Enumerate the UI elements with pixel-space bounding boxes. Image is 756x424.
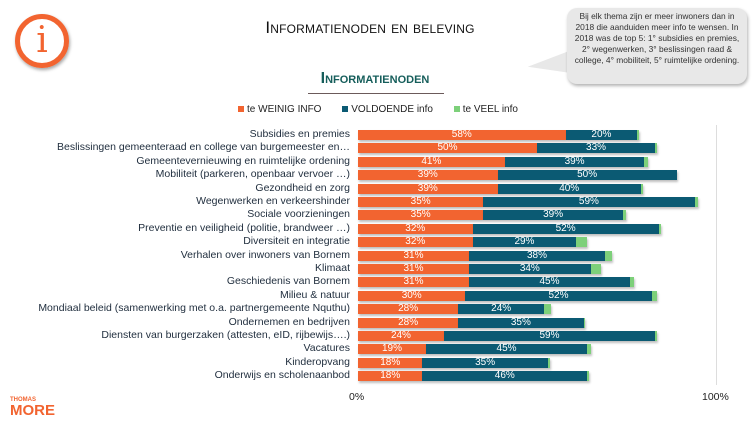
legend-label: te WEINIG INFO: [247, 104, 322, 115]
bar-segment-voldoende: 34%: [468, 264, 591, 274]
bar-segment-weinig: 41%: [358, 156, 505, 167]
bar-segment-voldoende: 29%: [472, 237, 577, 248]
category-label: Verhalen over inwoners van Bornem: [180, 248, 350, 261]
bar-segment-veel: [544, 304, 552, 315]
category-label: Gezondheid en zorg: [255, 181, 350, 194]
bar-segment-veel: [622, 210, 627, 221]
category-label: Vacatures: [303, 342, 351, 355]
category-label: Sociale voorzieningen: [247, 208, 350, 221]
bar-segment-weinig: 32%: [358, 237, 473, 248]
bar-segment-voldoende: 24%: [458, 304, 545, 315]
legend-item-voldoende: VOLDOENDE info: [342, 104, 433, 115]
bar-segment-veel: [590, 264, 602, 274]
category-label: Diensten van burgerzaken (attesten, eID,…: [101, 329, 350, 341]
category-label: Gemeentevernieuwing en ruimtelijke orden…: [136, 154, 350, 167]
bar-segment-voldoende: 59%: [443, 331, 656, 341]
bar-segment-voldoende: 52%: [465, 290, 652, 301]
callout-tail: [526, 51, 572, 81]
bar-segment-veel: [587, 371, 589, 382]
bar-segment-weinig: 28%: [358, 317, 459, 328]
category-label: Onderwijs en scholenaanbod: [214, 369, 350, 382]
bar-segment-voldoende: 39%: [504, 156, 645, 167]
category-label: Preventie en veiligheid (politie, brandw…: [138, 221, 350, 234]
bar-segment-voldoende: 46%: [422, 371, 588, 382]
title-divider: [308, 93, 444, 94]
page-title: Informatienoden en beleving: [265, 18, 475, 37]
bar-segment-veel: [694, 197, 699, 207]
category-label: Kinderopvang: [285, 355, 350, 368]
bar-segment-weinig: 28%: [358, 304, 459, 315]
bar-segment-veel: [644, 156, 648, 167]
bar-segment-veel: [583, 317, 586, 328]
thomas-more-logo: THOMAS MORE: [10, 397, 55, 418]
logo-line1: THOMAS: [10, 397, 36, 403]
x-tick-100: 100%: [702, 391, 729, 403]
bar-segment-veel: [655, 331, 657, 341]
bar-segment-veel: [587, 344, 591, 355]
category-label: Mobiliteit (parkeren, openbaar vervoer ……: [155, 168, 350, 181]
bar-segment-voldoende: 33%: [537, 143, 656, 154]
bar-segment-voldoende: 45%: [426, 344, 588, 355]
bar-segment-veel: [651, 290, 657, 301]
legend-item-weinig: te WEINIG INFO: [238, 104, 321, 115]
category-label: Geschiedenis van Bornem: [226, 275, 350, 288]
category-label: Milieu & natuur: [279, 288, 350, 301]
category-label: Subsidies en premies: [249, 128, 350, 140]
logo-line2: MORE: [10, 402, 55, 419]
bar-segment-weinig: 24%: [358, 331, 444, 341]
bar-segment-voldoende: 45%: [468, 277, 631, 288]
bar-segment-voldoende: 39%: [483, 210, 623, 221]
bar-segment-voldoende: 38%: [468, 250, 605, 261]
bar-segment-weinig: 32%: [358, 223, 473, 234]
category-label: Wegenwerken en verkeershinder: [196, 195, 350, 207]
bar-segment-veel: [605, 250, 613, 261]
gridline-100: [716, 125, 717, 385]
x-tick-0: 0%: [349, 391, 365, 403]
bar-segment-weinig: 31%: [358, 264, 469, 274]
bar-segment-voldoende: 35%: [422, 357, 548, 368]
bar-segment-weinig: 35%: [358, 197, 484, 207]
category-label: Ondernemen en bedrijven: [228, 315, 350, 328]
bar-segment-weinig: 50%: [358, 143, 537, 154]
bar-segment-voldoende: 40%: [497, 183, 641, 194]
bar-segment-weinig: 18%: [358, 357, 423, 368]
bar-segment-weinig: 39%: [358, 170, 498, 181]
bar-segment-voldoende: 59%: [483, 197, 695, 207]
bar-segment-weinig: 18%: [358, 371, 423, 382]
bar-segment-voldoende: 35%: [458, 317, 584, 328]
category-label: Diversiteit en integratie: [243, 235, 350, 248]
bar-segment-voldoende: 50%: [497, 170, 677, 181]
legend-item-veel: te VEEL info: [453, 104, 518, 115]
bar-segment-veel: [637, 130, 640, 140]
legend: te WEINIG INFO VOLDOENDE info te VEEL in…: [0, 104, 756, 115]
bar-segment-weinig: 58%: [358, 130, 566, 140]
bar-segment-veel: [640, 183, 643, 194]
chart-title: Informatienoden: [320, 70, 430, 87]
legend-label: te VEEL info: [462, 104, 518, 115]
bar-segment-veel: [630, 277, 634, 288]
bar-segment-weinig: 35%: [358, 210, 484, 221]
bar-segment-weinig: 31%: [358, 277, 469, 288]
bar-segment-voldoende: 20%: [565, 130, 638, 140]
bar-segment-veel: [658, 223, 661, 234]
bar-segment-weinig: 30%: [358, 290, 466, 301]
category-label: Klimaat: [314, 262, 350, 274]
bar-segment-weinig: 19%: [358, 344, 427, 355]
bar-segment-weinig: 31%: [358, 250, 469, 261]
bar-segment-weinig: 39%: [358, 183, 498, 194]
legend-label: VOLDOENDE info: [351, 104, 433, 115]
category-label: Mondiaal beleid (samenwerking met o.a. p…: [38, 302, 350, 315]
callout-bubble: Bij elk thema zijn er meer inwoners dan …: [567, 8, 747, 84]
bar-segment-veel: [547, 357, 550, 368]
bar-segment-voldoende: 52%: [472, 223, 659, 234]
info-circle-icon: i: [15, 14, 69, 68]
bar-segment-veel: [655, 143, 657, 154]
bar-segment-veel: [576, 237, 588, 248]
category-label: Beslissingen gemeenteraad en college van…: [56, 141, 350, 154]
